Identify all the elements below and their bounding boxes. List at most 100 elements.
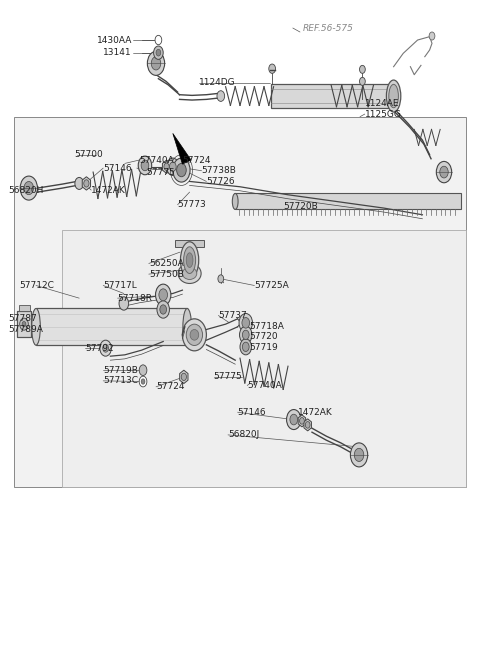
Circle shape bbox=[305, 422, 310, 428]
Bar bbox=[19, 305, 30, 311]
Circle shape bbox=[269, 64, 276, 73]
Circle shape bbox=[139, 365, 147, 376]
Circle shape bbox=[290, 414, 298, 425]
Text: 57718A: 57718A bbox=[250, 321, 285, 331]
Ellipse shape bbox=[180, 241, 199, 279]
Bar bbox=[271, 84, 396, 108]
Text: 1124AE: 1124AE bbox=[365, 99, 399, 108]
Circle shape bbox=[242, 317, 250, 328]
Circle shape bbox=[141, 160, 149, 171]
Text: 57740A: 57740A bbox=[247, 381, 282, 390]
Circle shape bbox=[84, 180, 89, 187]
Circle shape bbox=[181, 374, 186, 380]
Polygon shape bbox=[298, 415, 306, 427]
Circle shape bbox=[147, 51, 165, 75]
Polygon shape bbox=[173, 133, 191, 164]
Circle shape bbox=[239, 313, 252, 332]
Text: 57718R: 57718R bbox=[118, 293, 153, 303]
Text: 57740A: 57740A bbox=[139, 155, 174, 165]
Text: 13141: 13141 bbox=[103, 47, 132, 57]
Text: 1472AK: 1472AK bbox=[298, 408, 332, 417]
Circle shape bbox=[169, 162, 176, 171]
Text: 56820J: 56820J bbox=[228, 430, 259, 440]
Ellipse shape bbox=[386, 80, 401, 112]
Text: REF.56-575: REF.56-575 bbox=[302, 23, 353, 33]
Text: 57738B: 57738B bbox=[202, 166, 237, 175]
Text: 57750B: 57750B bbox=[149, 269, 184, 279]
Polygon shape bbox=[304, 419, 312, 431]
Circle shape bbox=[154, 46, 163, 59]
Text: 57775: 57775 bbox=[146, 167, 175, 177]
Ellipse shape bbox=[184, 247, 196, 273]
Circle shape bbox=[167, 158, 179, 175]
Text: 57737: 57737 bbox=[218, 311, 247, 320]
Circle shape bbox=[177, 163, 186, 177]
Circle shape bbox=[157, 301, 169, 318]
Text: 1125GG: 1125GG bbox=[365, 109, 402, 119]
Text: 57789A: 57789A bbox=[9, 325, 44, 334]
Circle shape bbox=[22, 321, 26, 327]
Circle shape bbox=[103, 344, 108, 352]
Text: 57724: 57724 bbox=[182, 155, 211, 165]
Text: 57717L: 57717L bbox=[103, 281, 137, 290]
Circle shape bbox=[360, 77, 365, 85]
Circle shape bbox=[242, 330, 249, 340]
Circle shape bbox=[240, 339, 252, 355]
Ellipse shape bbox=[178, 263, 201, 283]
Circle shape bbox=[139, 376, 147, 387]
Ellipse shape bbox=[186, 253, 193, 267]
Polygon shape bbox=[162, 160, 171, 173]
Circle shape bbox=[300, 418, 304, 424]
Text: 57726: 57726 bbox=[206, 177, 235, 186]
Polygon shape bbox=[180, 370, 188, 384]
Text: 1472AK: 1472AK bbox=[91, 185, 126, 195]
Text: 57792: 57792 bbox=[85, 344, 114, 353]
Circle shape bbox=[164, 163, 169, 171]
Circle shape bbox=[138, 156, 152, 175]
Text: 57724: 57724 bbox=[156, 382, 184, 392]
Text: 57720B: 57720B bbox=[283, 202, 318, 211]
Text: 57700: 57700 bbox=[74, 150, 103, 159]
Text: 57775: 57775 bbox=[214, 372, 242, 382]
Text: 57719B: 57719B bbox=[103, 366, 138, 375]
Text: 57712C: 57712C bbox=[19, 281, 54, 290]
Circle shape bbox=[242, 342, 249, 352]
Circle shape bbox=[156, 284, 171, 305]
Bar bbox=[62, 230, 466, 487]
Ellipse shape bbox=[190, 329, 199, 340]
Circle shape bbox=[151, 57, 161, 70]
Circle shape bbox=[20, 318, 28, 330]
Circle shape bbox=[240, 326, 252, 344]
Circle shape bbox=[173, 158, 190, 182]
Ellipse shape bbox=[186, 324, 203, 346]
Text: 56820H: 56820H bbox=[9, 185, 44, 195]
Circle shape bbox=[155, 35, 162, 45]
Text: 57719: 57719 bbox=[250, 343, 278, 352]
Circle shape bbox=[100, 340, 111, 356]
Ellipse shape bbox=[182, 319, 206, 351]
Circle shape bbox=[287, 410, 301, 430]
Text: 1430AA: 1430AA bbox=[96, 35, 132, 45]
Text: 57720: 57720 bbox=[250, 332, 278, 342]
Bar bbox=[36, 308, 187, 346]
Text: 57713C: 57713C bbox=[103, 376, 138, 386]
Circle shape bbox=[436, 161, 452, 183]
Ellipse shape bbox=[32, 308, 40, 346]
Text: 57773: 57773 bbox=[178, 200, 206, 209]
Circle shape bbox=[75, 177, 84, 189]
Bar bbox=[17, 311, 31, 337]
Circle shape bbox=[354, 448, 364, 462]
Circle shape bbox=[160, 305, 167, 314]
Bar bbox=[175, 240, 204, 247]
Ellipse shape bbox=[232, 193, 238, 209]
Text: 56250A: 56250A bbox=[149, 259, 183, 268]
Circle shape bbox=[350, 443, 368, 467]
Ellipse shape bbox=[389, 85, 398, 108]
Circle shape bbox=[159, 289, 168, 301]
Text: 57725A: 57725A bbox=[254, 281, 289, 290]
Text: 57787: 57787 bbox=[9, 314, 37, 323]
Bar bbox=[14, 117, 466, 487]
Text: 57146: 57146 bbox=[103, 163, 132, 173]
Circle shape bbox=[156, 49, 161, 56]
Circle shape bbox=[429, 32, 435, 40]
